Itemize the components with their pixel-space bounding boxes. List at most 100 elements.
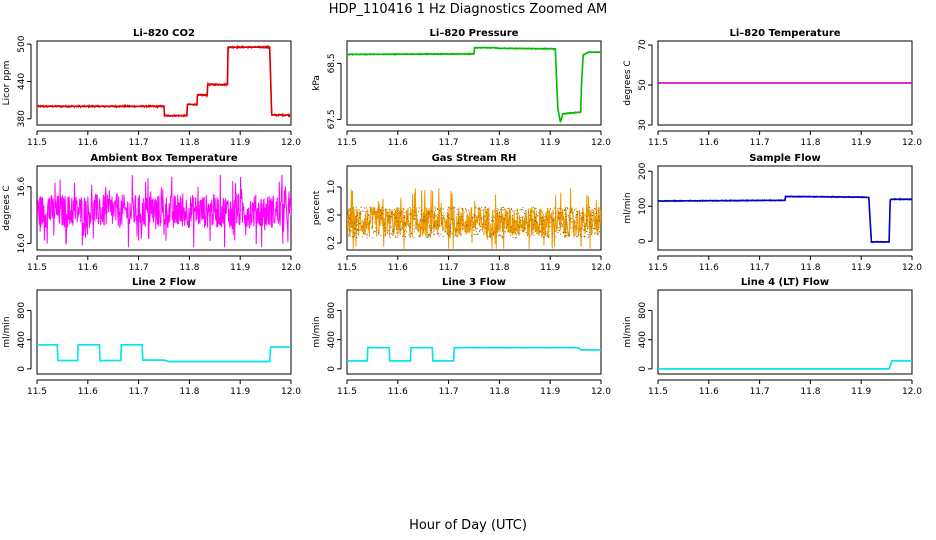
data-point: [425, 237, 427, 239]
data-point: [380, 214, 381, 216]
data-point: [575, 217, 577, 219]
data-point: [564, 228, 566, 230]
data-point: [349, 217, 350, 218]
data-point: [502, 209, 504, 211]
data-point: [533, 220, 535, 222]
data-point: [418, 207, 420, 209]
data-point: [404, 236, 406, 238]
data-point: [399, 212, 401, 214]
data-point: [570, 211, 572, 213]
data-point: [569, 217, 571, 219]
data-point: [514, 210, 516, 212]
data-point: [406, 231, 408, 233]
data-point: [556, 227, 558, 229]
data-point: [369, 219, 371, 221]
data-point: [494, 232, 496, 234]
data-point: [366, 224, 368, 226]
data-point: [560, 226, 562, 227]
data-point: [454, 230, 456, 231]
data-point: [558, 230, 560, 231]
x-tick-label: 11.6: [388, 387, 408, 397]
data-point: [595, 208, 597, 210]
data-point: [403, 216, 405, 218]
data-point: [365, 207, 367, 209]
data-point: [421, 213, 423, 215]
data-point: [388, 230, 390, 232]
data-point: [507, 208, 509, 210]
data-point: [590, 228, 592, 230]
series-line: [37, 174, 291, 248]
data-point: [377, 209, 379, 210]
data-point: [450, 231, 452, 232]
data-point: [440, 233, 442, 235]
data-point: [543, 232, 544, 234]
data-point: [367, 218, 368, 220]
data-point: [558, 213, 560, 214]
data-point: [575, 214, 577, 216]
data-point: [510, 234, 512, 236]
data-point: [531, 229, 533, 231]
series-line: [658, 360, 912, 370]
x-tick-label: 11.9: [851, 138, 871, 148]
data-point: [474, 223, 476, 225]
data-point: [355, 206, 357, 208]
y-tick-label: 0: [17, 366, 27, 372]
data-point: [524, 224, 526, 226]
data-point: [513, 231, 515, 233]
data-point: [470, 220, 472, 222]
data-point: [510, 208, 512, 210]
data-point: [539, 222, 541, 224]
data-point: [393, 213, 395, 215]
data-point: [509, 217, 511, 219]
data-point: [518, 212, 520, 214]
data-point: [596, 212, 597, 214]
data-point: [442, 236, 444, 237]
data-point: [353, 227, 355, 229]
data-point: [512, 218, 514, 220]
data-point: [510, 208, 512, 210]
y-axis-label: ml/min: [623, 316, 633, 347]
data-point: [380, 235, 382, 237]
data-point: [392, 234, 394, 236]
y-tick-label: 50: [638, 79, 648, 91]
series-group: [37, 44, 291, 119]
data-point: [515, 213, 517, 215]
data-point: [524, 229, 526, 231]
data-point: [363, 226, 365, 228]
data-point: [558, 211, 560, 213]
data-point: [582, 219, 584, 221]
data-point: [544, 216, 546, 218]
y-tick-label: 0: [638, 238, 648, 244]
data-point: [442, 212, 444, 214]
data-point: [380, 215, 382, 217]
data-point: [524, 221, 526, 223]
data-point: [421, 227, 423, 228]
data-point: [440, 208, 442, 210]
data-point: [541, 221, 542, 222]
data-point: [364, 215, 366, 217]
data-point: [420, 229, 422, 231]
data-point: [431, 226, 433, 228]
data-point: [429, 233, 430, 235]
data-point: [470, 224, 472, 226]
data-point: [516, 234, 518, 236]
data-point: [429, 229, 431, 231]
x-tick-label: 12.0: [591, 138, 611, 148]
data-point: [559, 217, 561, 219]
data-point: [423, 229, 425, 231]
y-tick-label: 70: [638, 39, 648, 51]
x-tick-label: 11.7: [439, 387, 459, 397]
data-point: [502, 224, 504, 226]
data-point: [560, 227, 561, 229]
data-point: [420, 227, 422, 229]
data-point: [395, 225, 397, 227]
data-point: [577, 213, 578, 215]
data-point: [437, 207, 439, 209]
data-point: [385, 227, 387, 229]
data-point: [589, 222, 591, 224]
data-point: [599, 236, 601, 237]
data-point: [487, 218, 489, 220]
data-point: [582, 218, 584, 220]
x-tick-label: 11.8: [179, 138, 199, 148]
data-point: [431, 229, 433, 231]
